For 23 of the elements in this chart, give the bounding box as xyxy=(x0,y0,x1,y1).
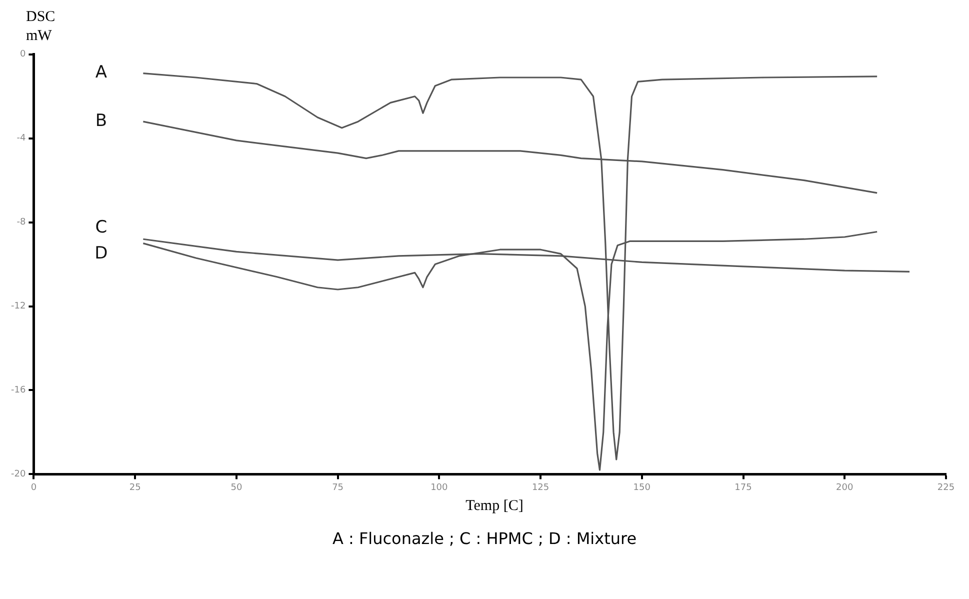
x-tick-label: 100 xyxy=(430,482,448,493)
y-tick-label: -16 xyxy=(10,386,26,396)
y-tick-label: -12 xyxy=(10,302,26,312)
y-tick-label: -8 xyxy=(16,218,26,228)
text: D xyxy=(94,244,108,264)
x-tick-label: 125 xyxy=(532,482,550,493)
y-tick-label: -4 xyxy=(16,134,26,144)
x-tick-label: 25 xyxy=(129,482,141,493)
x-tick-label: 75 xyxy=(332,482,344,493)
x-tick-label: 175 xyxy=(734,482,752,493)
text: A xyxy=(95,62,108,83)
x-tick-label: 200 xyxy=(836,482,854,493)
x-axis-title: Temp [C] xyxy=(464,498,524,515)
x-tick-label: 0 xyxy=(30,482,37,493)
text: B xyxy=(95,110,108,131)
text: A : Fluconazle ; C : HPMC ; D : Mixture xyxy=(331,529,638,548)
text: C xyxy=(95,218,108,238)
y-tick-label: 0 xyxy=(20,50,26,60)
x-tick-label: 225 xyxy=(937,482,955,493)
y-axis-title: DSC mW xyxy=(26,8,56,46)
x-tick-label: 50 xyxy=(230,482,242,493)
x-tick-label: 150 xyxy=(633,482,651,493)
y-tick-label: -20 xyxy=(10,470,26,480)
